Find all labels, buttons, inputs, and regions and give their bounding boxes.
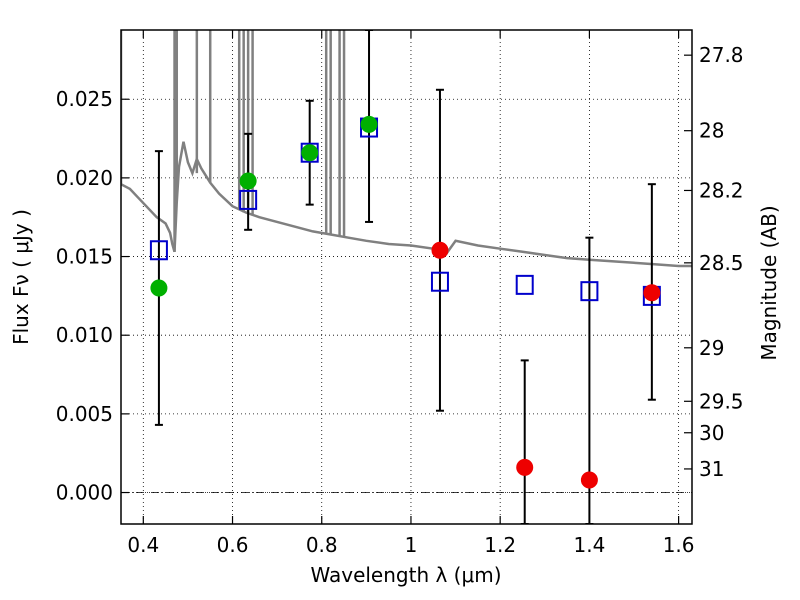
x-axis-label: Wavelength λ (μm) [310, 563, 501, 587]
right-tick-label: 28 [699, 119, 724, 143]
y-tick-label: 0.005 [56, 402, 113, 426]
y-tick-label: 0.020 [56, 166, 113, 190]
model-flux-box [239, 189, 258, 210]
right-tick-label: 29 [699, 336, 724, 360]
nondetection-marker [516, 458, 534, 476]
y-tick-label: 0.015 [56, 245, 113, 269]
right-axis-label: Magnitude (AB) [757, 205, 781, 360]
model-flux-box [149, 240, 168, 261]
detection-marker [150, 279, 168, 297]
x-tick-label: 0.8 [306, 533, 338, 557]
detection-marker [360, 115, 378, 133]
nondetection-marker [643, 284, 661, 302]
nondetection-marker [580, 471, 598, 489]
tick-labels: 0.4 0.6 0.8 1 1.2 1.4 1.6 0.000 0.005 0.010 0.015 0… [56, 43, 744, 557]
x-tick-label: 1 [405, 533, 418, 557]
detection-marker [239, 172, 257, 190]
right-tick-label: 30 [699, 421, 724, 445]
nondetection-marker [431, 241, 449, 259]
detection-marker [301, 144, 319, 162]
x-tick-label: 0.4 [127, 533, 159, 557]
y-tick-label: 0.000 [56, 481, 113, 505]
template-spectrum-line [121, 141, 692, 268]
model-flux-box [430, 271, 449, 292]
right-tick-label: 31 [699, 457, 724, 481]
y-axis-label: Flux Fν ( μJy ) [9, 209, 33, 345]
right-tick-label: 29.5 [699, 389, 744, 413]
plot-frame [120, 29, 693, 525]
x-tick-label: 1.2 [484, 533, 516, 557]
x-tick-label: 1.6 [663, 533, 695, 557]
right-tick-label: 28.5 [699, 251, 744, 275]
model-flux-box [515, 274, 534, 295]
axes [120, 29, 693, 525]
right-tick-label: 28.2 [699, 178, 744, 202]
y-tick-label: 0.025 [56, 87, 113, 111]
y-tick-label: 0.010 [56, 323, 113, 347]
x-tick-label: 0.6 [217, 533, 249, 557]
x-tick-label: 1.4 [573, 533, 605, 557]
model-flux-box [580, 281, 599, 302]
right-tick-label: 27.8 [699, 43, 744, 67]
plot-area [121, 30, 692, 524]
